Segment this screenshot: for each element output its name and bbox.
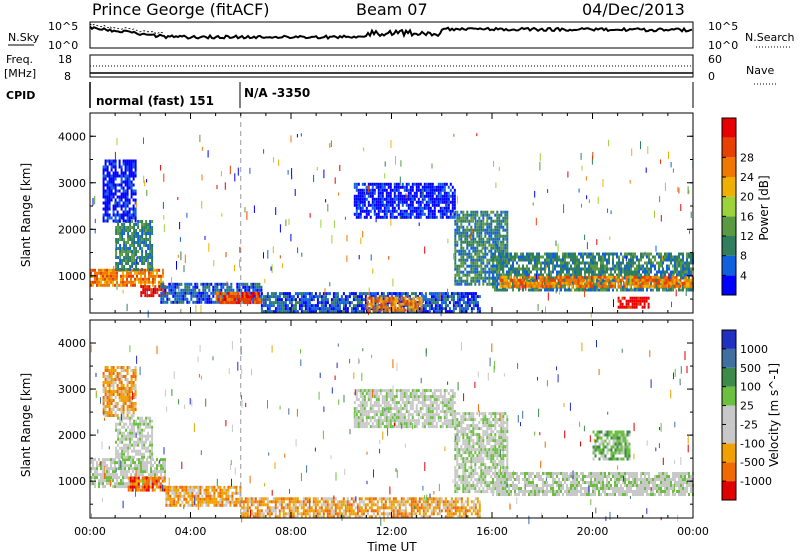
colorbar-tick: 25 [740, 400, 754, 413]
nave-label: Nave [746, 64, 774, 77]
velocity-colorbar: 1000 500 100 25 -25 -100 -500 -1000 [721, 329, 772, 501]
freq-unit: [MHz] [4, 67, 36, 80]
scatter-region [102, 159, 137, 223]
xtick-label: 00:00 [74, 525, 106, 538]
nsky-label: N.Sky [8, 31, 40, 44]
noise-tick-low-left: 10^0 [48, 39, 78, 52]
cpid-row: CPID normal (fast) 151 N/A -3350 [6, 82, 694, 108]
cpid-label: CPID [6, 89, 35, 102]
colorbar-swatch [722, 462, 736, 482]
colorbar-swatch [722, 196, 736, 217]
nsearch-trace [89, 23, 165, 35]
xtick-label: 08:00 [275, 525, 307, 538]
cpid-entry-2: N/A -3350 [244, 86, 310, 100]
noise-panel: N.Sky 10^5 10^0 10^5 10^0 N.Search [8, 20, 795, 52]
ytick-label: 1000 [58, 270, 86, 283]
power-ylabel: Slant Range [km] [19, 163, 33, 267]
colorbar-swatch [722, 386, 736, 406]
noise-tick-low-right: 10^0 [708, 39, 738, 52]
power-colorbar: 4 8 12 16 20 24 28 [721, 117, 754, 296]
noise-tick-high-right: 10^5 [708, 20, 738, 33]
colorbar-tick: 8 [740, 250, 747, 263]
ytick-label: 4000 [58, 130, 86, 143]
nave-tick-low: 0 [708, 70, 715, 83]
freq-tick-high: 18 [58, 53, 72, 66]
station-title: Prince George (fitACF) [92, 0, 270, 19]
colorbar-tick: -100 [740, 437, 765, 450]
power-heatmap: 1000 2000 3000 4000 [58, 112, 694, 318]
colorbar-tick: 100 [740, 381, 761, 394]
noise-speckle [92, 133, 694, 318]
ytick-label: 3000 [58, 383, 86, 396]
colorbar-swatch [722, 236, 736, 256]
colorbar-tick: 1000 [740, 343, 768, 356]
colorbar-tick: -25 [740, 418, 758, 431]
scatter-region [353, 389, 456, 429]
colorbar-swatch [722, 157, 736, 177]
colorbar-tick: 4 [740, 269, 747, 282]
colorbar-tick: 28 [740, 151, 754, 164]
scatter-region [454, 412, 509, 494]
nsky-trace [89, 25, 693, 40]
freq-tick-low: 8 [64, 70, 71, 83]
scatter-region [215, 292, 262, 305]
colorbar-swatch [722, 216, 736, 236]
scatter-region [240, 497, 481, 519]
scatter-region [492, 472, 694, 496]
colorbar-tick: -1000 [740, 475, 772, 488]
noise-speckle [90, 340, 689, 526]
beam-title: Beam 07 [356, 0, 428, 19]
colorbar-swatch [722, 443, 736, 463]
scatter-region [127, 476, 166, 492]
ytick-label: 4000 [58, 337, 86, 350]
scatter-region [115, 220, 154, 271]
scatter-region [90, 268, 164, 287]
ytick-label: 2000 [58, 223, 86, 236]
xtick-label: 04:00 [175, 525, 207, 538]
freq-panel: Freq. [MHz] 18 8 60 0 Nave [4, 53, 778, 85]
colorbar-swatch [722, 367, 736, 387]
colorbar-tick: 20 [740, 191, 754, 204]
xtick-label: 12:00 [376, 525, 408, 538]
colorbar-swatch [722, 255, 736, 276]
velocity-ylabel: Slant Range [km] [19, 373, 33, 477]
colorbar-tick: 16 [740, 210, 754, 223]
cpid-entry-1: normal (fast) 151 [96, 94, 214, 108]
colorbar-tick: 12 [740, 230, 754, 243]
ytick-label: 1000 [58, 475, 86, 488]
colorbar-swatch [722, 348, 736, 368]
colorbar-swatch [722, 424, 736, 444]
colorbar-swatch [722, 275, 736, 295]
xtick-label: 20:00 [577, 525, 609, 538]
power-colorbar-label: Power [dB] [757, 175, 771, 240]
colorbar-swatch [722, 330, 736, 349]
scatter-region [115, 416, 154, 459]
colorbar-tick: -500 [740, 456, 765, 469]
ytick-label: 2000 [58, 429, 86, 442]
colorbar-swatch [722, 481, 736, 500]
scatter-region [592, 430, 631, 461]
colorbar-swatch [722, 405, 736, 425]
date-title: 04/Dec/2013 [582, 0, 685, 19]
nsearch-label: N.Search [745, 31, 795, 44]
time-axis: 00:00 04:00 08:00 12:00 16:00 20:00 00:00 [74, 525, 709, 538]
noise-tick-high-left: 10^5 [48, 20, 78, 33]
velocity-heatmap: 1000 2000 3000 4000 [58, 319, 694, 526]
colorbar-tick: 500 [740, 362, 761, 375]
colorbar-swatch [722, 137, 736, 158]
scatter-region [617, 296, 650, 309]
freq-label: Freq. [6, 53, 33, 66]
xtick-label: 00:00 [677, 525, 709, 538]
colorbar-swatch [722, 177, 736, 197]
scatter-region [499, 275, 694, 288]
nave-tick-high: 60 [708, 53, 722, 66]
velocity-colorbar-label: Velocity [m s^-1] [767, 363, 781, 467]
xtick-label: 16:00 [476, 525, 508, 538]
time-axis-label: Time UT [366, 540, 417, 554]
colorbar-tick: 24 [740, 171, 754, 184]
colorbar-swatch [722, 118, 736, 138]
ytick-label: 3000 [58, 177, 86, 190]
scatter-region [353, 182, 456, 219]
